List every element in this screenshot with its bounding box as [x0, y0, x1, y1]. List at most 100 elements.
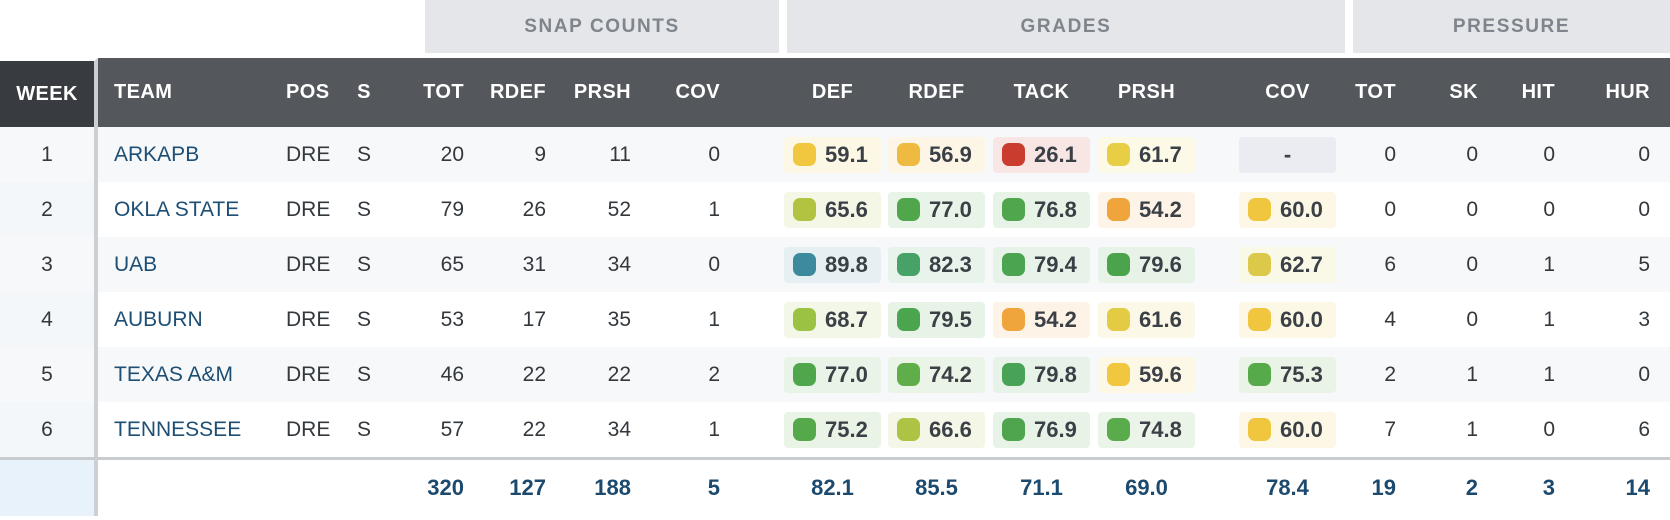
pressure-hur-cell: 0	[1561, 347, 1670, 402]
totals-pressure-sk: 2	[1408, 457, 1486, 516]
totals-pressure-hur: 14	[1561, 457, 1670, 516]
grade-rdef-cell: 79.5	[886, 292, 990, 347]
grade-prsh-cell: 61.6	[1095, 292, 1200, 347]
grade-color-swatch	[1248, 253, 1271, 276]
col-header-s[interactable]: S	[336, 58, 392, 127]
col-header-grade-prsh[interactable]: PRSH	[1095, 58, 1200, 127]
snap-prsh-cell: 11	[548, 127, 633, 182]
totals-grade-prsh: 69.0	[1095, 457, 1200, 516]
grade-value: 74.2	[929, 361, 972, 387]
stats-table: WEEK TEAM POS S TOT RDEF PRSH COV DEF RD…	[0, 58, 1670, 516]
col-header-snap-rdef[interactable]: RDEF	[466, 58, 548, 127]
pressure-hit-cell: 0	[1486, 182, 1561, 237]
col-header-team[interactable]: TEAM	[98, 58, 286, 127]
group-header-pressure: PRESSURE	[1353, 0, 1670, 53]
grade-value: 60.0	[1280, 306, 1323, 332]
grade-badge: 89.8	[784, 246, 881, 283]
team-link[interactable]: TEXAS A&M	[114, 362, 234, 386]
col-header-pressure-hit[interactable]: HIT	[1486, 58, 1561, 127]
totals-pressure-tot: 19	[1341, 457, 1408, 516]
totals-grade-tack: 71.1	[990, 457, 1095, 516]
col-header-grade-cov[interactable]: COV	[1200, 58, 1341, 127]
week-cell: 3	[0, 237, 98, 292]
pressure-hit-cell: 0	[1486, 402, 1561, 457]
grade-color-swatch	[793, 308, 816, 331]
grade-badge: 68.7	[784, 301, 881, 338]
team-cell: TENNESSEE	[98, 402, 286, 457]
col-header-pressure-hur[interactable]: HUR	[1561, 58, 1670, 127]
team-link[interactable]: AUBURN	[114, 307, 203, 331]
team-cell: UAB	[98, 237, 286, 292]
totals-grade-cov: 78.4	[1200, 457, 1341, 516]
col-header-snap-prsh[interactable]: PRSH	[548, 58, 633, 127]
table-row: 3 UAB DRE S 65 31 34 0 89.8 82.3 79.4 79…	[0, 237, 1670, 292]
col-header-grade-tack[interactable]: TACK	[990, 58, 1095, 127]
col-header-week-sorted[interactable]: WEEK	[0, 58, 98, 127]
pos-cell: DRE	[286, 182, 336, 237]
pressure-tot-cell: 4	[1341, 292, 1408, 347]
grade-color-swatch	[1107, 418, 1130, 441]
team-link[interactable]: OKLA STATE	[114, 197, 240, 221]
grade-badge: 74.2	[888, 356, 985, 393]
col-header-snap-cov[interactable]: COV	[633, 58, 728, 127]
snap-rdef-cell: 26	[466, 182, 548, 237]
grade-value: 79.5	[929, 306, 972, 332]
pressure-hur-cell: 3	[1561, 292, 1670, 347]
grade-tack-cell: 79.8	[990, 347, 1095, 402]
grade-value: 82.3	[929, 251, 972, 277]
snap-cov-cell: 1	[633, 292, 728, 347]
col-header-pressure-tot[interactable]: TOT	[1341, 58, 1408, 127]
group-header-label: GRADES	[1020, 15, 1112, 37]
col-header-grade-rdef[interactable]: RDEF	[886, 58, 990, 127]
grade-badge: 62.7	[1239, 246, 1336, 283]
pressure-sk-cell: 0	[1408, 292, 1486, 347]
grade-badge: 76.8	[993, 191, 1090, 228]
snap-tot-cell: 79	[392, 182, 466, 237]
grade-def-cell: 77.0	[728, 347, 886, 402]
team-cell: TEXAS A&M	[98, 347, 286, 402]
totals-spacer	[98, 457, 286, 516]
col-header-snap-tot[interactable]: TOT	[392, 58, 466, 127]
grade-badge: 79.4	[993, 246, 1090, 283]
grade-color-swatch	[793, 363, 816, 386]
snap-tot-cell: 65	[392, 237, 466, 292]
team-cell: ARKAPB	[98, 127, 286, 182]
team-link[interactable]: ARKAPB	[114, 142, 200, 166]
totals-week-cell	[0, 457, 98, 516]
grade-cov-cell: 60.0	[1200, 402, 1341, 457]
grade-value: 66.6	[929, 416, 972, 442]
snap-rdef-cell: 31	[466, 237, 548, 292]
grade-badge: 79.8	[993, 356, 1090, 393]
grade-def-cell: 68.7	[728, 292, 886, 347]
grade-color-swatch	[897, 308, 920, 331]
grade-cov-cell: -	[1200, 127, 1341, 182]
grade-value: 79.4	[1034, 251, 1077, 277]
pos-cell: DRE	[286, 127, 336, 182]
snap-cov-cell: 2	[633, 347, 728, 402]
pressure-tot-cell: 6	[1341, 237, 1408, 292]
totals-spacer	[336, 457, 392, 516]
totals-spacer	[286, 457, 336, 516]
snap-rdef-cell: 22	[466, 347, 548, 402]
team-link[interactable]: UAB	[114, 252, 158, 276]
col-header-grade-def[interactable]: DEF	[728, 58, 886, 127]
snap-rdef-cell: 22	[466, 402, 548, 457]
col-header-pos[interactable]: POS	[286, 58, 336, 127]
week-cell: 4	[0, 292, 98, 347]
team-link[interactable]: TENNESSEE	[114, 417, 242, 441]
grade-tack-cell: 76.9	[990, 402, 1095, 457]
totals-pressure-hit: 3	[1486, 457, 1561, 516]
grade-prsh-cell: 54.2	[1095, 182, 1200, 237]
table-row: 6 TENNESSEE DRE S 57 22 34 1 75.2 66.6 7…	[0, 402, 1670, 457]
s-cell: S	[336, 237, 392, 292]
s-cell: S	[336, 402, 392, 457]
pos-cell: DRE	[286, 237, 336, 292]
pressure-hit-cell: 1	[1486, 292, 1561, 347]
s-cell: S	[336, 347, 392, 402]
pressure-hur-cell: 6	[1561, 402, 1670, 457]
grade-color-swatch	[1107, 198, 1130, 221]
grade-badge: 76.9	[993, 411, 1090, 448]
col-header-pressure-sk[interactable]: SK	[1408, 58, 1486, 127]
pressure-hit-cell: 1	[1486, 347, 1561, 402]
grade-color-swatch	[1002, 253, 1025, 276]
